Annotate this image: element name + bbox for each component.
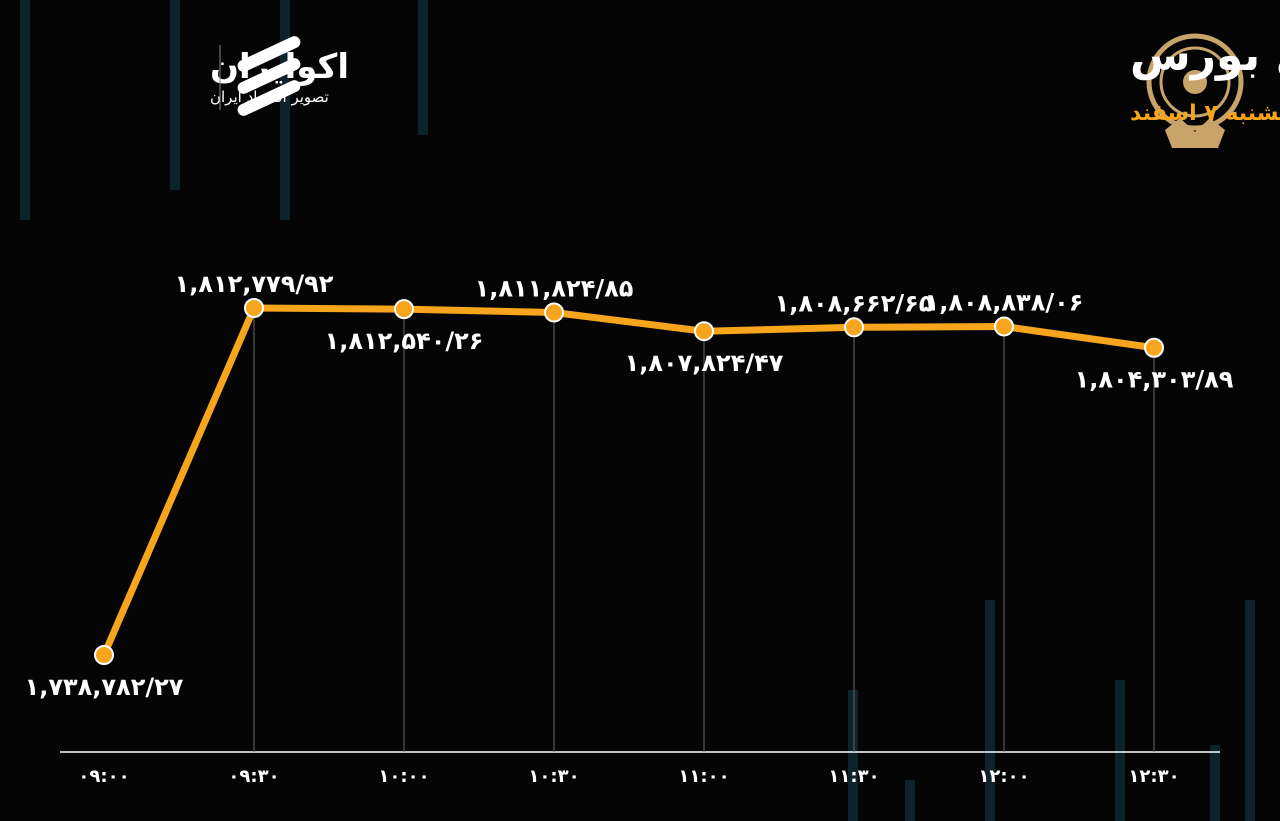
value-label: ۱,۸۰۴,۳۰۳/۸۹ xyxy=(1075,366,1234,394)
point xyxy=(844,317,864,338)
emblem xyxy=(1146,33,1244,148)
point xyxy=(1144,337,1164,358)
value-label: ۱,۸۰۷,۸۲۴/۴۷ xyxy=(625,349,784,377)
chart-subtitle: یکشنبه ۷ اسفند xyxy=(1130,101,1280,126)
x-tick-label: ۰۹:۳۰ xyxy=(228,766,279,787)
point xyxy=(694,321,714,342)
point xyxy=(544,302,564,323)
value-label: ۱,۸۰۸,۶۶۲/۶۵ xyxy=(775,289,934,317)
value-label: ۱,۸۰۸,۸۳۸/۰۶ xyxy=(925,288,1084,316)
value-label: ۱,۷۳۸,۷۸۲/۲۷ xyxy=(25,673,184,701)
x-tick-label: ۱۱:۰۰ xyxy=(678,766,729,787)
point xyxy=(94,645,114,665)
value-label: ۱,۸۱۲,۵۴۰/۲۶ xyxy=(325,327,484,355)
value-label: ۱,۸۱۲,۷۷۹/۹۲ xyxy=(175,270,334,298)
value-label: ۱,۸۱۱,۸۲۴/۸۵ xyxy=(475,274,634,302)
x-tick-label: ۱۲:۰۰ xyxy=(978,766,1029,787)
point xyxy=(994,316,1014,337)
chart-title: روند شاخص کل بورس xyxy=(1130,30,1280,81)
series-line xyxy=(100,304,1155,657)
decor-candles xyxy=(20,0,1255,821)
x-tick-label: ۰۹:۰۰ xyxy=(78,766,129,787)
x-tick-label: ۱۱:۳۰ xyxy=(828,766,879,787)
x-tick-label: ۱۰:۳۰ xyxy=(528,766,579,787)
x-tick-label: ۱۲:۳۰ xyxy=(1128,766,1179,787)
point xyxy=(394,299,414,320)
brand-logo xyxy=(237,36,301,116)
x-tick-label: ۱۰:۰۰ xyxy=(378,766,429,787)
point xyxy=(244,298,264,318)
brand: اکوایران تصویر اقتصاد ایران xyxy=(210,36,349,116)
